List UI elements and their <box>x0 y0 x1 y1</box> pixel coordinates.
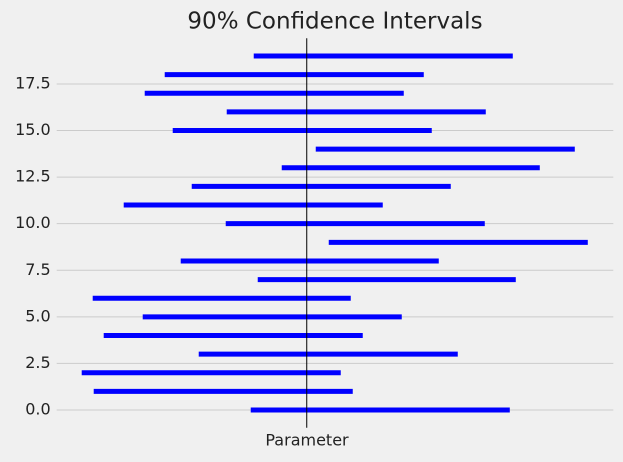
y-tick-label: 0.0 <box>25 400 50 419</box>
y-tick-label: 5.0 <box>25 306 50 325</box>
y-tick-label: 15.0 <box>15 120 51 139</box>
y-tick-label: 12.5 <box>15 167 51 186</box>
y-tick-label: 2.5 <box>25 353 50 372</box>
x-axis-label: Parameter <box>265 431 349 450</box>
chart-title: 90% Confidence Intervals <box>187 9 482 35</box>
y-tick-label: 10.0 <box>15 213 51 232</box>
y-tick-label: 7.5 <box>25 260 50 279</box>
y-tick-label: 17.5 <box>15 73 51 92</box>
